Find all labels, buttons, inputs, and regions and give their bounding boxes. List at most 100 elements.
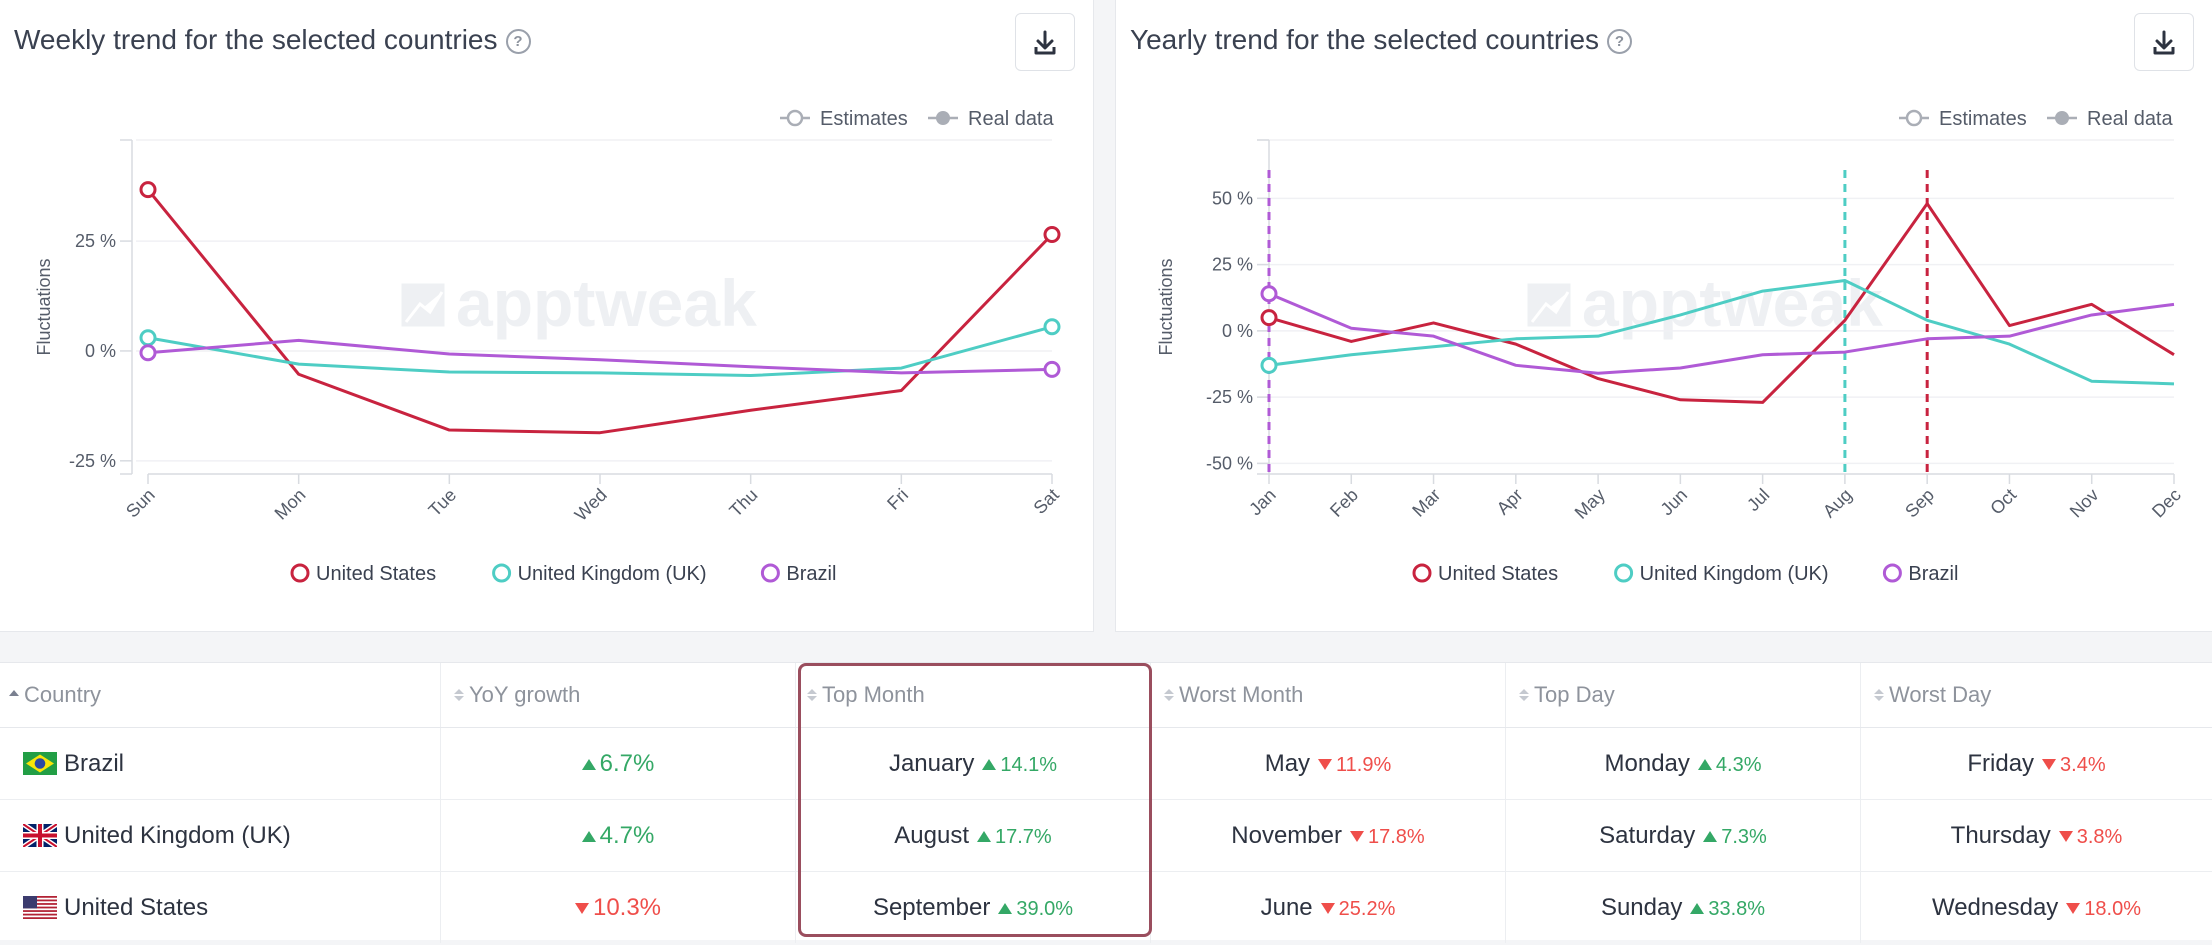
series-legend-item: United Kingdom (UK) <box>1614 563 1829 585</box>
column-header-country[interactable]: Country <box>0 663 441 727</box>
weekly-trend-title: Weekly trend for the selected countries? <box>14 24 531 56</box>
trend-down-icon <box>574 903 589 914</box>
watermark-icon <box>1524 280 1574 330</box>
trend-up-icon <box>581 759 596 770</box>
trend-down-icon <box>1350 831 1364 842</box>
top-month-change: 17.7% <box>977 826 1052 848</box>
estimate-point <box>139 344 157 362</box>
top-day-pct: 4.3% <box>1715 754 1762 776</box>
estimate-point <box>1043 225 1061 243</box>
y-axis-title: Fluctuations <box>34 258 54 355</box>
weekly-trend-title-text: Weekly trend for the selected countries <box>14 24 498 55</box>
worst-day-change: 3.8% <box>2058 826 2122 848</box>
top-month-name: January <box>888 750 975 777</box>
worst-month-name: June <box>1260 894 1313 921</box>
yoy-growth-cell: 6.7% <box>441 728 796 799</box>
x-tick-label: Feb <box>1326 485 1362 521</box>
series-line <box>1268 278 2175 386</box>
sort-icon <box>454 689 464 701</box>
yoy-growth-cell: 4.7% <box>441 800 796 871</box>
series-legend-item: United States <box>290 563 436 585</box>
series-legend-label: United Kingdom (UK) <box>518 563 707 585</box>
top-day-cell: Sunday 33.8% <box>1506 872 1861 943</box>
table-row[interactable]: United Kingdom (UK) 4.7% August 17.7% Nov… <box>0 800 2212 872</box>
estimate-point <box>1043 318 1061 336</box>
trend-down-icon <box>1318 759 1333 770</box>
x-tick-label: Fri <box>883 485 912 514</box>
worst-month-cell: November 17.8% <box>1151 800 1506 871</box>
trend-up-icon <box>977 831 991 842</box>
y-tick-label: 0 % <box>85 341 116 361</box>
estimate-point <box>1260 285 1278 303</box>
yearly-download-button[interactable] <box>2134 13 2194 71</box>
y-tick-label: 0 % <box>1222 321 1253 341</box>
column-header-top-month[interactable]: Top Month <box>796 663 1151 727</box>
worst-month-name: May <box>1264 750 1311 777</box>
worst-day-name: Friday <box>1967 750 2035 777</box>
series-legend-item: United Kingdom (UK) <box>492 563 707 585</box>
worst-day-change: 3.4% <box>2042 754 2106 776</box>
watermark-logo: apptweak <box>398 266 757 340</box>
sort-asc-icon <box>9 690 19 696</box>
worst-day-pct: 3.4% <box>2060 754 2106 776</box>
estimate-point <box>139 181 157 199</box>
x-tick-label: Jan <box>1245 485 1280 520</box>
yoy-growth-text: 10.3% <box>592 894 662 921</box>
series-legend-marker <box>1412 563 1432 583</box>
series-legend-label: United Kingdom (UK) <box>1640 563 1829 585</box>
y-tick-label: -25 % <box>69 451 116 471</box>
x-tick-label: Sep <box>1901 485 1938 522</box>
x-tick-label: Jun <box>1657 485 1692 520</box>
x-tick-label: Aug <box>1819 485 1856 522</box>
top-month-pct: 17.7% <box>995 826 1052 848</box>
country-cell: United Kingdom (UK) <box>0 800 441 871</box>
column-header-yoy-growth[interactable]: YoY growth <box>441 663 796 727</box>
top-day-cell: Monday 4.3% <box>1506 728 1861 799</box>
worst-month-name: November <box>1231 822 1342 849</box>
series-legend-marker <box>290 563 310 583</box>
yoy-growth-text: 6.7% <box>599 750 655 777</box>
country-name: Brazil <box>64 750 125 777</box>
trend-down-icon <box>1320 903 1335 914</box>
trend-up-icon <box>581 831 596 842</box>
series-legend-marker <box>760 563 780 583</box>
y-axis-title: Fluctuations <box>1156 258 1176 355</box>
top-month-pct: 14.1% <box>1000 754 1058 776</box>
help-icon[interactable]: ? <box>505 29 531 54</box>
column-header-top-day[interactable]: Top Day <box>1506 663 1861 727</box>
real-data-legend-label: Real data <box>2087 108 2173 130</box>
series-line <box>1268 292 2175 375</box>
worst-month-cell: May 11.9% <box>1151 728 1506 799</box>
y-tick-label: 50 % <box>1212 188 1253 208</box>
column-header-worst-month[interactable]: Worst Month <box>1151 663 1506 727</box>
worst-month-change: 17.8% <box>1350 826 1425 848</box>
table-row[interactable]: Brazil 6.7% January 14.1% May 11.9% Monday… <box>0 728 2212 800</box>
yoy-growth-value: 6.7% <box>581 750 655 777</box>
series-legend-label: Brazil <box>786 563 836 585</box>
yearly-trend-title: Yearly trend for the selected countries? <box>1130 24 1633 56</box>
y-tick-label: -25 % <box>1206 387 1253 407</box>
worst-day-pct: 18.0% <box>2084 898 2142 920</box>
x-tick-label: Nov <box>2066 485 2103 522</box>
weekly-download-button[interactable] <box>1015 13 1075 71</box>
series-legend-label: United States <box>1438 563 1558 585</box>
country-cell: Brazil <box>0 728 441 799</box>
estimate-point <box>139 329 157 347</box>
yearly-trend-chart: apptweak 50 % 25 % 0 % -25 % -50 % Fluctuation… <box>1156 108 2185 585</box>
real-data-legend-label: Real data <box>968 108 1054 130</box>
column-header-label: Worst Month <box>1179 682 1304 707</box>
real-data-legend-marker <box>936 111 950 125</box>
worst-day-change: 18.0% <box>2066 898 2141 920</box>
series-legend-item: United States <box>1412 563 1558 585</box>
worst-day-name: Thursday <box>1950 822 2051 849</box>
worst-month-change: 11.9% <box>1318 754 1391 776</box>
y-tick-label: -50 % <box>1206 453 1253 473</box>
table-row[interactable]: United States 10.3% September 39.0% June 2… <box>0 872 2212 943</box>
watermark-icon <box>398 280 448 330</box>
series-line <box>147 325 1053 378</box>
series-legend-marker <box>492 563 512 583</box>
x-tick-label: Mar <box>1408 485 1444 521</box>
help-icon[interactable]: ? <box>1607 29 1633 54</box>
country-name: United States <box>64 894 209 921</box>
column-header-worst-day[interactable]: Worst Day <box>1861 663 2212 727</box>
